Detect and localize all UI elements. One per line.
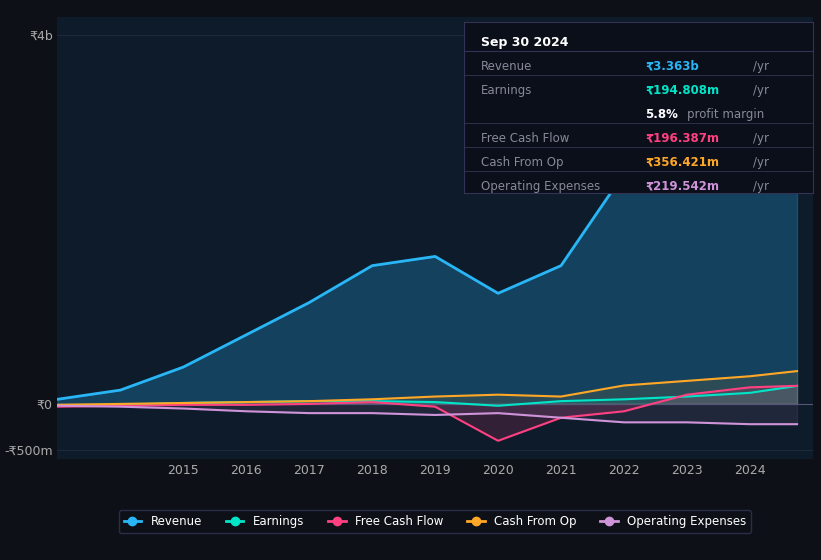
Text: ₹3.363b: ₹3.363b [645, 60, 699, 73]
Text: ₹196.387m: ₹196.387m [645, 132, 719, 144]
Text: Earnings: Earnings [481, 84, 533, 97]
Text: ₹194.808m: ₹194.808m [645, 84, 719, 97]
Legend: Revenue, Earnings, Free Cash Flow, Cash From Op, Operating Expenses: Revenue, Earnings, Free Cash Flow, Cash … [119, 511, 751, 533]
Text: Operating Expenses: Operating Expenses [481, 180, 600, 193]
Text: /yr: /yr [754, 132, 769, 144]
Text: Revenue: Revenue [481, 60, 533, 73]
Text: /yr: /yr [754, 156, 769, 169]
Text: Sep 30 2024: Sep 30 2024 [481, 36, 569, 49]
Text: /yr: /yr [754, 180, 769, 193]
Text: ₹219.542m: ₹219.542m [645, 180, 719, 193]
Text: Cash From Op: Cash From Op [481, 156, 564, 169]
Text: Free Cash Flow: Free Cash Flow [481, 132, 570, 144]
Text: /yr: /yr [754, 84, 769, 97]
Text: ₹356.421m: ₹356.421m [645, 156, 719, 169]
Text: profit margin: profit margin [687, 108, 764, 121]
Text: 5.8%: 5.8% [645, 108, 678, 121]
Text: /yr: /yr [754, 60, 769, 73]
